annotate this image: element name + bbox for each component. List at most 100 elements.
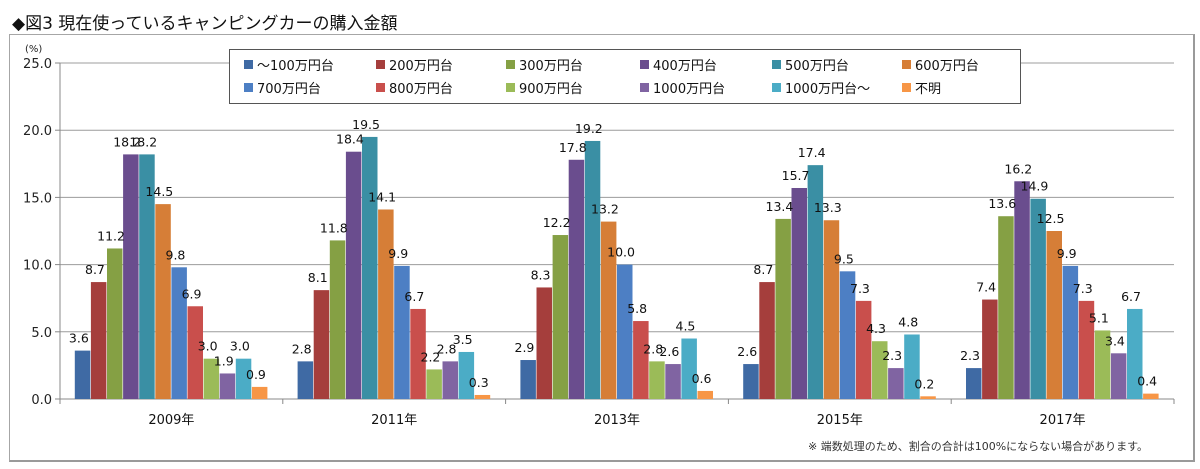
- legend-label: 200万円台: [389, 59, 453, 74]
- data-label: 0.4: [1137, 374, 1157, 389]
- footnote: ※ 端数処理のため、割合の合計は100%にならない場合があります。: [808, 440, 1149, 453]
- legend-swatch: [506, 60, 515, 69]
- bar: [458, 351, 475, 399]
- data-label: 18.4: [336, 132, 364, 147]
- data-label: 13.4: [766, 199, 794, 214]
- y-tick-label: 15.0: [23, 191, 52, 206]
- data-label: 9.9: [388, 246, 408, 261]
- figure-title: ◆図3 現在使っているキャンピングカーの購入金額: [12, 14, 398, 34]
- data-label: 5.8: [627, 301, 647, 316]
- bar: [552, 235, 569, 399]
- bar: [649, 361, 665, 399]
- legend-swatch: [640, 60, 649, 69]
- data-label: 0.2: [914, 376, 934, 391]
- bar: [123, 154, 139, 399]
- bar: [235, 358, 252, 399]
- bar: [823, 220, 840, 399]
- legend-label: 1000万円台: [653, 82, 726, 97]
- legend-label: 800万円台: [389, 82, 453, 97]
- bar: [107, 248, 123, 399]
- bar: [1030, 198, 1046, 399]
- x-category-label: 2009年: [148, 413, 194, 428]
- bar: [791, 187, 807, 399]
- bar: [982, 299, 998, 399]
- legend-label: 不明: [915, 82, 942, 97]
- data-label: 11.8: [320, 220, 348, 235]
- bar: [1046, 231, 1062, 399]
- legend-item: 800万円台: [376, 78, 453, 97]
- bar: [394, 265, 410, 399]
- y-tick-label: 10.0: [23, 259, 52, 274]
- legend-item: 700万円台: [244, 78, 321, 97]
- bar: [920, 396, 936, 399]
- data-label: 0.6: [692, 371, 712, 386]
- bar: [998, 216, 1014, 399]
- bar: [1014, 181, 1030, 399]
- legend-swatch: [244, 60, 253, 69]
- data-label: 7.3: [850, 281, 870, 296]
- data-label: 6.9: [182, 286, 202, 301]
- legend-swatch: [376, 60, 385, 69]
- bar: [1094, 330, 1111, 399]
- data-label: 14.9: [1021, 179, 1049, 194]
- data-label: 14.5: [145, 184, 173, 199]
- bar: [568, 159, 585, 399]
- bar: [1143, 393, 1159, 399]
- legend-item: 400万円台: [640, 55, 717, 74]
- data-label: 2.3: [960, 348, 980, 363]
- data-label: 12.2: [543, 215, 571, 230]
- data-label: 19.2: [575, 121, 603, 136]
- y-axis-unit-label: (%): [25, 44, 42, 55]
- data-label: 14.1: [368, 189, 396, 204]
- data-label: 7.3: [1073, 281, 1093, 296]
- bar: [665, 364, 681, 399]
- chart-frame: [9, 34, 1195, 462]
- data-label: 7.4: [976, 280, 996, 295]
- data-label: 2.3: [882, 348, 902, 363]
- bar: [329, 240, 346, 399]
- data-label: 8.7: [753, 262, 773, 277]
- legend-label: 900万円台: [519, 82, 583, 97]
- data-label: 19.5: [352, 117, 380, 132]
- legend-label: 1000万円台〜: [785, 82, 871, 97]
- legend-swatch: [772, 83, 781, 92]
- bar: [1078, 300, 1095, 399]
- bar: [171, 267, 187, 399]
- data-label: 15.7: [782, 168, 810, 183]
- bar: [345, 151, 362, 399]
- bar: [520, 360, 536, 399]
- data-label: 2.9: [515, 340, 535, 355]
- data-label: 3.6: [69, 331, 89, 346]
- legend-swatch: [772, 60, 781, 69]
- legend-item: 不明: [902, 78, 941, 97]
- bar: [633, 321, 649, 399]
- data-label: 3.0: [198, 339, 218, 354]
- data-label: 1.9: [214, 353, 234, 368]
- legend-item: 300万円台: [506, 55, 583, 74]
- data-label: 2.8: [643, 341, 663, 356]
- bar: [872, 341, 888, 399]
- data-label: 0.9: [246, 367, 266, 382]
- data-labels: 3.6 8.7 11.2 18.218.2 14.5 9.8 6.9 3.01.93.0 0.9…: [69, 117, 1157, 391]
- data-label: 2.8: [437, 341, 457, 356]
- x-axis-categories: 2009年 2011年 2013年 2015年 2017年: [148, 413, 1085, 428]
- data-label: 4.5: [676, 319, 696, 334]
- data-label: 11.2: [97, 228, 125, 243]
- legend-label: 300万円台: [519, 59, 583, 74]
- data-label: 2.8: [292, 341, 312, 356]
- data-label: 12.5: [1037, 211, 1065, 226]
- bar: [904, 334, 920, 399]
- data-label: 8.3: [531, 267, 551, 282]
- legend-label: 500万円台: [785, 59, 849, 74]
- data-label: 3.4: [1105, 333, 1125, 348]
- bar: [584, 140, 601, 399]
- bar: [855, 300, 872, 399]
- data-label: 4.8: [898, 314, 918, 329]
- bar: [219, 373, 236, 399]
- bar: [839, 271, 856, 399]
- y-tick-label: 25.0: [23, 57, 52, 72]
- data-label: 9.9: [1057, 246, 1077, 261]
- bar: [1110, 353, 1127, 399]
- data-label: 18.2: [129, 134, 157, 149]
- bar: [759, 282, 775, 399]
